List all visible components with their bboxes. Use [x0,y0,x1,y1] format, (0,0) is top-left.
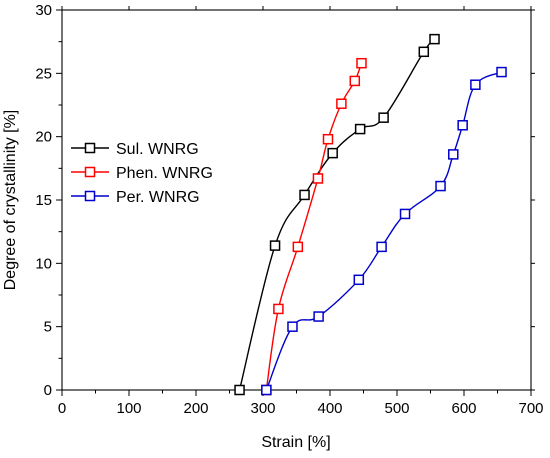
x-tick-label: 500 [384,400,409,417]
x-tick-labels: 0 100 200 300 400 500 600 700 [58,400,544,417]
legend-label: Sul. WNRG [116,141,199,158]
data-point [269,240,281,251]
data-point [312,173,324,184]
series-phen-wnrg [261,57,367,396]
legend-label: Per. WNRG [116,189,200,206]
x-axis-title: Strain [%] [261,434,330,451]
legend-marker [84,190,96,202]
data-point [496,66,507,78]
data-point [292,241,304,253]
data-point [349,75,361,87]
x-tick-label: 200 [183,400,208,417]
x-tick-label: 400 [317,400,342,417]
data-point [353,274,365,286]
data-point [448,149,459,160]
data-point [322,133,334,145]
data-point [376,241,387,253]
y-tick-label: 5 [44,319,52,336]
series-sul-wnrg [234,33,440,396]
x-tick-label: 300 [250,400,275,417]
data-point [261,384,272,396]
x-tick-label: 700 [518,400,543,417]
legend-item: Sul. WNRG [71,141,199,158]
x-tick-label: 0 [58,400,66,417]
data-point [273,303,284,315]
legend-label: Phen. WNRG [116,165,213,182]
series-line [238,38,436,391]
data-point [399,208,411,220]
data-point [457,120,468,131]
data-point [435,180,446,192]
data-point [299,189,310,201]
y-tick-label: 30 [35,2,52,19]
y-tick-label: 15 [35,192,52,209]
y-tick-labels: 0 5 10 15 20 25 30 [35,2,52,399]
series-line [265,62,363,391]
data-point [287,321,298,332]
data-point [234,384,245,396]
legend-item: Phen. WNRG [71,165,213,182]
data-point [418,46,430,58]
y-tick-label: 20 [35,129,52,146]
legend-marker [84,166,96,178]
y-tick-label: 0 [44,382,52,399]
data-point [327,147,338,159]
data-point [470,79,481,90]
data-point [336,98,347,109]
data-point [313,311,324,322]
y-axis-title: Degree of crystallinity [%] [2,110,19,291]
x-tick-label: 600 [451,400,476,417]
data-point [429,33,440,45]
legend-marker [84,142,96,154]
series-layer [234,33,507,396]
series-per-wnrg [261,66,507,396]
y-tick-label: 25 [35,65,52,82]
x-tick-label: 100 [116,400,141,417]
y-tick-label: 10 [35,255,52,272]
data-point [356,57,367,69]
legend-item: Per. WNRG [71,189,200,206]
legend: Sul. WNRG Phen. WNRG Per. WNRG [71,141,213,206]
data-point [354,123,366,135]
data-point [378,112,389,123]
